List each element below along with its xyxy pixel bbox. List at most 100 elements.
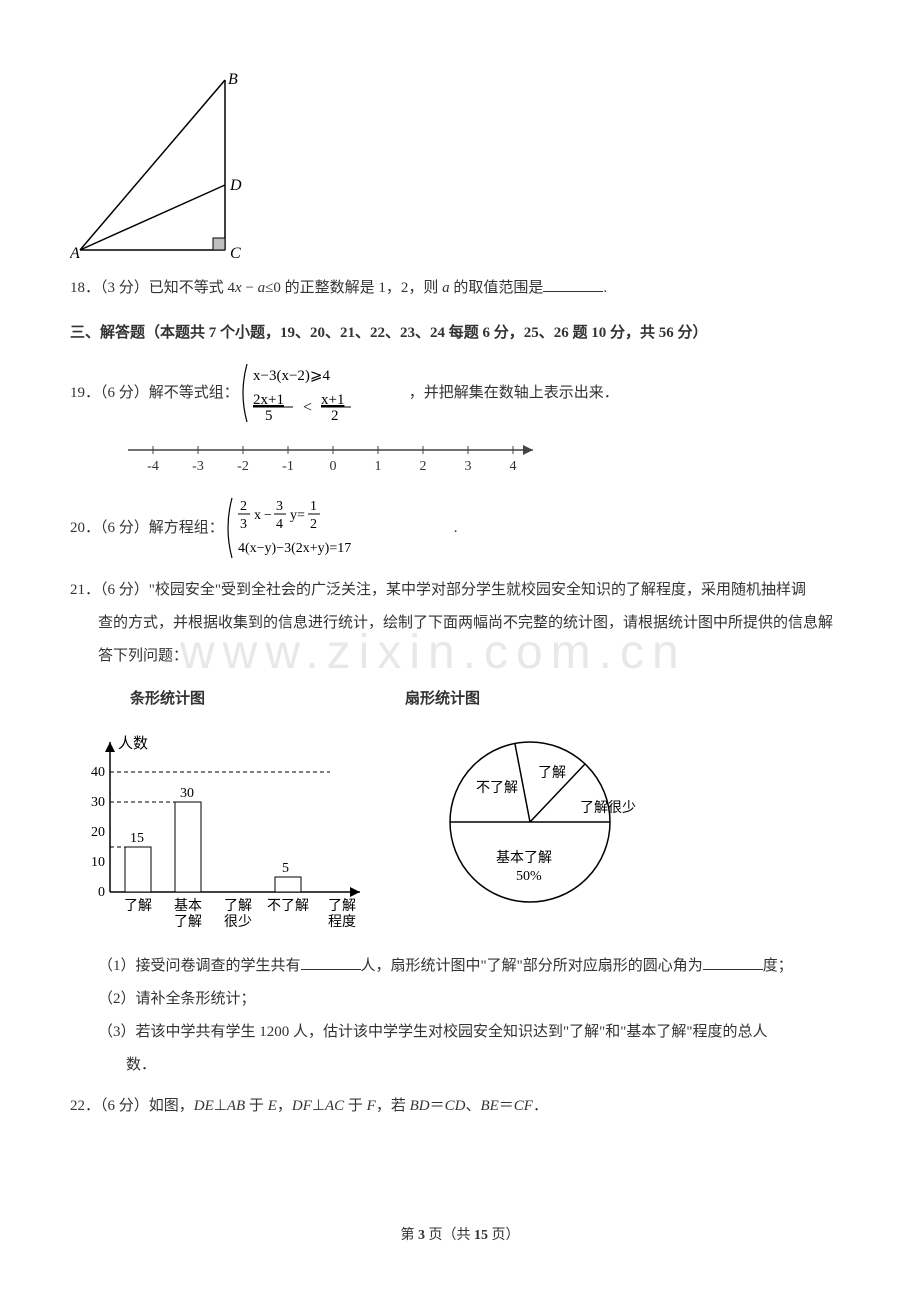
q20-prefix: 20．（6 分）解方程组： <box>70 512 224 545</box>
svg-text:不了解: 不了解 <box>267 898 309 914</box>
q21-blank2[interactable] <box>703 955 763 970</box>
pie-chart-title: 扇形统计图 <box>405 683 480 716</box>
svg-text:x−3(x−2)⩾4: x−3(x−2)⩾4 <box>253 368 330 384</box>
q22-t17: BE <box>480 1098 498 1114</box>
q21-sub2: （2）请补全条形统计； <box>70 983 850 1016</box>
svg-text:4: 4 <box>510 459 517 474</box>
q22-t10: 于 <box>344 1098 367 1114</box>
q21-sub1b: 人，扇形统计图中"了解"部分所对应扇形的圆心角为 <box>361 958 703 974</box>
svg-text:0: 0 <box>98 885 105 900</box>
svg-text:很少: 很少 <box>224 914 252 930</box>
q18-a2: a <box>442 280 450 296</box>
pie-chart: 不了解 了解 了解很少 基本了解 50% <box>420 722 660 922</box>
footer-prefix: 第 <box>401 1228 419 1243</box>
q22-t3: AB <box>227 1098 245 1114</box>
q22-t5: E <box>268 1098 277 1114</box>
q22-t13: BD <box>410 1098 430 1114</box>
q22-t15: CD <box>445 1098 466 1114</box>
svg-text:了解: 了解 <box>174 914 202 930</box>
q22-t11: F <box>367 1098 376 1114</box>
bar-chart: 人数 0 10 20 30 40 15 30 5 了解 基本了解 <box>70 722 380 942</box>
svg-text:x: x <box>254 508 261 523</box>
svg-text:5: 5 <box>265 408 273 424</box>
section-3-title: 三、解答题（本题共 7 个小题，19、20、21、22、23、24 每题 6 分… <box>70 317 850 350</box>
svg-text:2: 2 <box>331 408 339 424</box>
question-22: 22．（6 分）如图，DE⊥AB 于 E，DF⊥AC 于 F，若 BD＝CD、B… <box>70 1090 850 1123</box>
q21-sub3: （3）若该中学共有学生 1200 人，估计该中学学生对校园安全知识达到"了解"和… <box>70 1016 850 1049</box>
svg-text:20: 20 <box>91 825 105 840</box>
q18-period: . <box>603 280 607 296</box>
chart-titles: 条形统计图 扇形统计图 <box>130 683 850 716</box>
q22-t18: ＝ <box>499 1098 514 1114</box>
svg-text:30: 30 <box>91 795 105 810</box>
q22-t16: 、 <box>465 1098 480 1114</box>
footer-total: 15 <box>474 1228 488 1243</box>
q22-t19: CF <box>514 1098 533 1114</box>
svg-text:-4: -4 <box>147 459 159 474</box>
svg-text:x+1: x+1 <box>321 392 344 408</box>
svg-text:基本了解: 基本了解 <box>496 849 552 866</box>
q22-prefix: 22．（6 分）如图， <box>70 1098 194 1114</box>
q19-prefix: 19．（6 分）解不等式组： <box>70 377 239 410</box>
svg-text:30: 30 <box>180 786 194 801</box>
svg-text:-2: -2 <box>237 459 249 474</box>
svg-text:了解: 了解 <box>224 898 252 914</box>
q22-t14: ＝ <box>430 1098 445 1114</box>
bar-chart-title: 条形统计图 <box>130 683 205 716</box>
svg-text:y=: y= <box>290 508 305 523</box>
q19-suffix: ，并把解集在数轴上表示出来． <box>409 377 619 410</box>
q22-t8: ⊥ <box>312 1098 325 1114</box>
q18-blank[interactable] <box>543 277 603 292</box>
svg-text:3: 3 <box>276 499 283 514</box>
svg-text:3: 3 <box>465 459 472 474</box>
svg-text:<: < <box>303 399 312 416</box>
q21-sub1a: （1）接受问卷调查的学生共有 <box>98 958 301 974</box>
q22-t9: AC <box>325 1098 344 1114</box>
q21-line2: 查的方式，并根据收集到的信息进行统计，绘制了下面两幅尚不完整的统计图，请根据统计… <box>70 607 850 640</box>
svg-text:程度: 程度 <box>328 914 356 930</box>
label-A: A <box>70 245 80 260</box>
charts-row: 人数 0 10 20 30 40 15 30 5 了解 基本了解 <box>70 722 850 942</box>
q21-blank1[interactable] <box>301 955 361 970</box>
question-19: 19．（6 分）解不等式组： x−3(x−2)⩾4 2x+1 5 < x+1 2… <box>70 358 850 428</box>
q21-sub3b: 数． <box>70 1049 850 1082</box>
label-D: D <box>229 177 242 194</box>
svg-text:-3: -3 <box>192 459 204 474</box>
q21-line3: 答下列问题： <box>70 640 850 673</box>
q22-t6: ， <box>277 1098 292 1114</box>
q21-sub1c: 度； <box>763 958 793 974</box>
svg-text:4: 4 <box>276 517 283 532</box>
svg-text:不了解: 不了解 <box>476 780 518 796</box>
q22-t20: ． <box>533 1098 548 1114</box>
q22-t2: ⊥ <box>214 1098 227 1114</box>
svg-text:了解: 了解 <box>328 898 356 914</box>
question-18: 18．（3 分）已知不等式 4x − a≤0 的正整数解是 1，2，则 a 的取… <box>70 272 850 305</box>
footer-page: 3 <box>418 1228 425 1243</box>
svg-text:2: 2 <box>420 459 427 474</box>
svg-text:了解很少: 了解很少 <box>580 800 636 816</box>
page-content: A B C D 18．（3 分）已知不等式 4x − a≤0 的正整数解是 1，… <box>70 70 850 1123</box>
svg-text:了解: 了解 <box>538 765 566 781</box>
page-footer: 第 3 页（共 15 页） <box>0 1221 920 1252</box>
label-B: B <box>228 71 238 88</box>
question-20: 20．（6 分）解方程组： 2 3 x − 3 4 y= 1 2 4(x−y)−… <box>70 492 850 564</box>
footer-suffix: 页） <box>488 1228 520 1243</box>
q18-m1: − <box>242 280 258 296</box>
q19-system: x−3(x−2)⩾4 2x+1 5 < x+1 2 <box>239 358 409 428</box>
svg-text:0: 0 <box>330 459 337 474</box>
q20-period: . <box>454 512 458 545</box>
question-21: 21．（6 分）"校园安全"受到全社会的广泛关注，某中学对部分学生就校园安全知识… <box>70 574 850 673</box>
q18-x: x <box>235 280 242 296</box>
svg-text:人数: 人数 <box>118 735 148 752</box>
q22-t4: 于 <box>245 1098 268 1114</box>
svg-text:了解: 了解 <box>124 898 152 914</box>
svg-text:40: 40 <box>91 765 105 780</box>
q21-line1: 21．（6 分）"校园安全"受到全社会的广泛关注，某中学对部分学生就校园安全知识… <box>70 574 850 607</box>
q22-t7: DF <box>292 1098 312 1114</box>
svg-text:−: − <box>264 508 272 523</box>
triangle-figure: A B C D <box>70 70 850 260</box>
q21-sub1: （1）接受问卷调查的学生共有 人，扇形统计图中"了解"部分所对应扇形的圆心角为 度； <box>70 950 850 983</box>
q22-t12: ，若 <box>376 1098 410 1114</box>
svg-text:基本: 基本 <box>174 897 202 914</box>
svg-text:5: 5 <box>282 861 289 876</box>
